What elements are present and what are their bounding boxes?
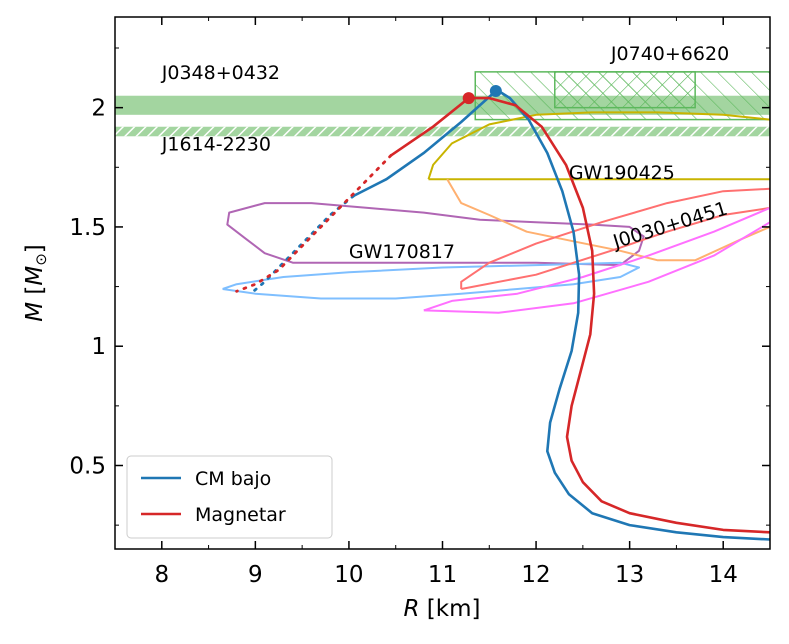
series-line-stable: [470, 96, 770, 534]
y-tick-label: 2: [91, 96, 106, 122]
series-line-dotted: [235, 154, 393, 293]
x-tick-label: 12: [521, 562, 550, 588]
annotation-label: J1614-2230: [161, 134, 271, 156]
band-j0740-box-inner-hatch: [554, 71, 696, 108]
x-tick-label: 13: [615, 562, 644, 588]
annotation-label: J0348+0432: [161, 62, 280, 84]
contour-line: [222, 261, 640, 300]
y-tick-label: 1.5: [69, 215, 106, 241]
contour-line: [460, 187, 770, 290]
series-line-stable: [497, 89, 770, 541]
series-line-dotted: [249, 194, 355, 296]
x-tick-label: 10: [334, 562, 363, 588]
annotation-label: GW170817: [349, 241, 455, 263]
legend: CM bajo Magnetar: [126, 455, 333, 539]
x-tick-label: 11: [428, 562, 457, 588]
legend-label: Magnetar: [195, 504, 286, 526]
axis-ticks: 8 9 10 11 12 13 14 0.5 1 1.5 2: [69, 17, 771, 588]
legend-label: CM bajo: [195, 468, 271, 490]
y-axis-label: M [M⊙]: [22, 244, 50, 322]
y-tick-label: 0.5: [69, 454, 106, 480]
band-j1614-hatch: [115, 126, 770, 137]
x-axis-label: R [km]: [404, 596, 481, 622]
contour-line: [446, 178, 770, 262]
eos-curves: [235, 84, 770, 541]
x-tick-label: 8: [154, 562, 169, 588]
series-max-point: [489, 84, 502, 97]
legend-box: [126, 455, 333, 539]
x-tick-label: 9: [248, 562, 263, 588]
x-tick-label: 14: [709, 562, 738, 588]
pulsar-mass-bands: [115, 71, 770, 137]
series-line-unstable: [390, 97, 470, 157]
gw-nicer-contours: [222, 111, 770, 314]
contour-line: [226, 202, 645, 267]
contour-line: [427, 111, 770, 180]
annotation-label: J0030+0451: [610, 198, 730, 254]
series-max-point: [462, 92, 475, 105]
contour-line: [423, 206, 770, 314]
y-tick-label: 1: [91, 334, 106, 360]
annotation-label: GW190425: [569, 162, 675, 184]
annotation-label: J0740+6620: [610, 43, 729, 65]
series-line-unstable: [353, 90, 497, 198]
